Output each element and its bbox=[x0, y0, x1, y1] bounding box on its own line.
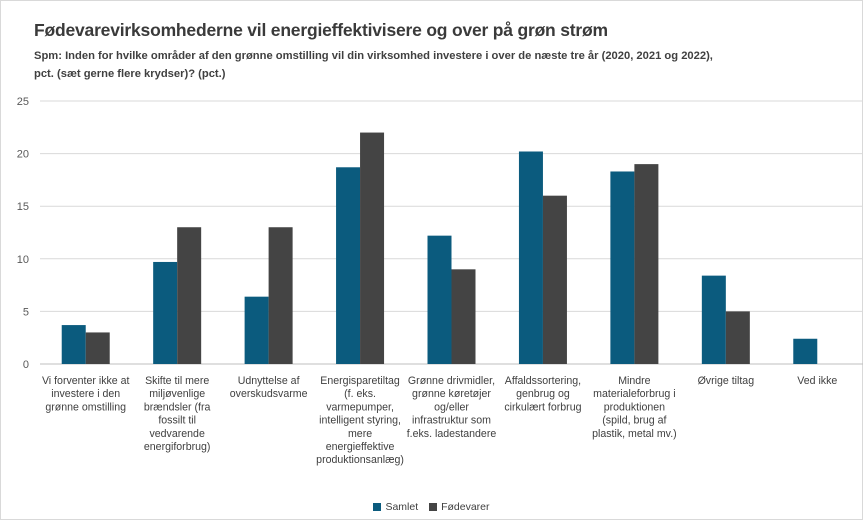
bar-samlet bbox=[61, 325, 86, 364]
x-tick-label: Mindre materialeforbrug i produktionen (spi… bbox=[592, 375, 677, 440]
x-tick-label-line: investere i den bbox=[51, 388, 120, 400]
bar-samlet bbox=[610, 171, 635, 364]
x-tick-label-line: overskudsvarme bbox=[230, 388, 308, 400]
x-tick-label-line: vedvarende bbox=[149, 428, 204, 440]
x-tick-label-line: Mindre bbox=[618, 375, 650, 387]
bar-fødevarer bbox=[451, 269, 476, 364]
x-tick-label-line: grønne køretøjer bbox=[412, 388, 491, 400]
x-tick-label: Vi forventer ikke at investere i den grønn… bbox=[42, 375, 130, 413]
y-tick-label: 5 bbox=[23, 306, 29, 318]
legend-label-fodevarer: Fødevarer bbox=[441, 501, 490, 513]
x-tick-label-line: grønne omstilling bbox=[45, 401, 126, 413]
legend-swatch-samlet bbox=[373, 503, 382, 511]
x-tick-label-line: Vi forventer ikke at bbox=[42, 375, 130, 387]
x-tick-label: Energisparetiltag (f. eks. varmepumper, int… bbox=[316, 375, 404, 466]
x-tick-label-line: fossilt til bbox=[158, 415, 196, 427]
bar-samlet bbox=[153, 261, 178, 364]
x-tick-label: Ved ikke bbox=[797, 375, 837, 387]
legend-item-fodevarer: Fødevarer bbox=[429, 501, 490, 513]
x-tick-label-line: plastik, metal mv.) bbox=[592, 428, 677, 440]
x-tick-label-line: cirkulært forbrug bbox=[504, 401, 581, 413]
x-tick-label-line: Grønne drivmidler, bbox=[408, 375, 495, 387]
x-tick-label-line: Energisparetiltag bbox=[320, 375, 400, 387]
x-tick-label: Grønne drivmidler, grønne køretøjer og/ell… bbox=[407, 375, 497, 440]
x-tick-label: Skifte til mere miljøvenlige brændsler (fr… bbox=[144, 375, 211, 453]
x-tick-label: Øvrige tiltag bbox=[698, 375, 755, 387]
x-tick-label: Affaldssortering, genbrug og cirkulært for… bbox=[504, 375, 581, 413]
bar-samlet bbox=[244, 296, 269, 364]
y-tick-label: 25 bbox=[17, 96, 29, 108]
legend-item-samlet: Samlet bbox=[373, 501, 418, 513]
x-tick-label-line: Udnyttelse af bbox=[238, 375, 300, 387]
bar-fødevarer bbox=[177, 227, 202, 364]
bar-fødevarer bbox=[85, 332, 110, 364]
bar-samlet bbox=[518, 151, 543, 364]
y-tick-label: 10 bbox=[17, 254, 29, 266]
x-tick-label-line: Ved ikke bbox=[797, 375, 837, 387]
legend: Samlet Fødevarer bbox=[0, 501, 863, 514]
bar-samlet bbox=[793, 338, 818, 364]
bar-chart: 0 5 10 15 20 25 Vi forventer ikke at investere … bbox=[17, 96, 863, 466]
x-tick-label-line: Affaldssortering, bbox=[505, 375, 581, 387]
x-tick-label-line: Øvrige tiltag bbox=[698, 375, 755, 387]
y-tick-label: 20 bbox=[17, 149, 29, 161]
x-tick-label-line: (f. eks. bbox=[344, 388, 376, 400]
x-tick-label-line: energiforbrug) bbox=[144, 441, 211, 453]
x-tick-label-line: infrastruktur som bbox=[412, 415, 491, 427]
bar-fødevarer bbox=[360, 132, 385, 364]
x-tick-label-line: mere bbox=[348, 428, 372, 440]
x-tick-label-line: materialeforbrug i bbox=[593, 388, 675, 400]
legend-label-samlet: Samlet bbox=[385, 501, 419, 513]
bar-fødevarer bbox=[268, 227, 293, 364]
x-tick-label-line: varmepumper, bbox=[326, 401, 394, 413]
x-tick-label-line: (spild, brug af bbox=[602, 415, 666, 427]
legend-swatch-fodevarer bbox=[429, 503, 438, 511]
x-tick-label-line: energieffektive bbox=[326, 441, 395, 453]
x-tick-label-line: genbrug og bbox=[516, 388, 570, 400]
x-tick-label-line: og/eller bbox=[434, 401, 469, 413]
x-tick-label-line: f.eks. ladestandere bbox=[407, 428, 497, 440]
chart-subtitle: Spm: Inden for hvilke områder af den grø… bbox=[34, 50, 713, 80]
x-tick-label-line: produktionsanlæg) bbox=[316, 454, 404, 466]
x-tick-label-line: brændsler (fra bbox=[144, 401, 211, 413]
bar-fødevarer bbox=[634, 164, 659, 364]
bar-samlet bbox=[701, 275, 726, 364]
x-tick-label-line: produktionen bbox=[604, 401, 665, 413]
x-tick-label-line: Skifte til mere bbox=[145, 375, 209, 387]
x-tick-label-line: intelligent styring, bbox=[319, 415, 401, 427]
y-tick-label: 15 bbox=[17, 201, 29, 213]
x-tick-label-line: miljøvenlige bbox=[149, 388, 205, 400]
bar-samlet bbox=[336, 167, 361, 364]
x-tick-label: Udnyttelse af overskudsvarme bbox=[230, 375, 308, 400]
y-tick-label: 0 bbox=[23, 359, 29, 371]
chart-title: Fødevarevirksomhederne vil energieffekti… bbox=[34, 20, 608, 40]
bar-fødevarer bbox=[725, 311, 750, 364]
bar-fødevarer bbox=[542, 195, 567, 364]
bar-samlet bbox=[427, 235, 452, 364]
